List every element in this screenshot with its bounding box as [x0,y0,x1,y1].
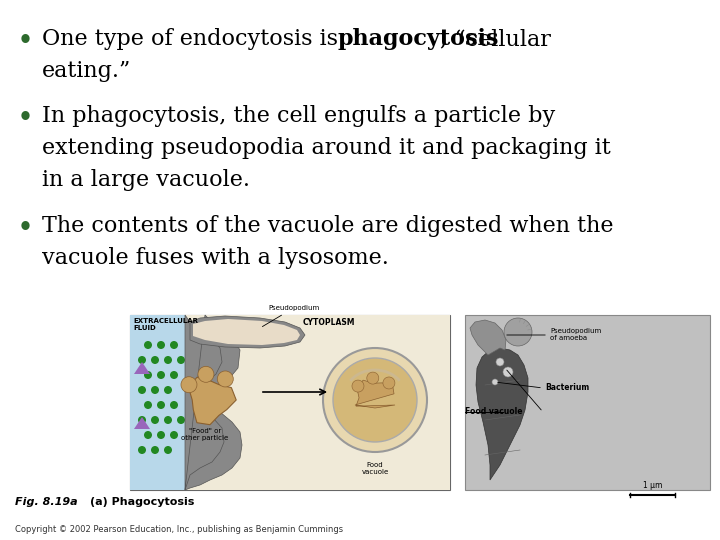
Circle shape [157,431,165,439]
Text: (a) Phagocytosis: (a) Phagocytosis [90,497,194,507]
Polygon shape [355,380,395,408]
Circle shape [333,358,417,442]
Text: Copyright © 2002 Pearson Education, Inc., publishing as Benjamin Cummings: Copyright © 2002 Pearson Education, Inc.… [15,525,343,534]
Text: Food
vacuole: Food vacuole [361,462,389,475]
Circle shape [144,371,152,379]
Polygon shape [185,315,242,490]
Circle shape [151,416,159,424]
Circle shape [217,371,233,387]
Text: extending pseudopodia around it and packaging it: extending pseudopodia around it and pack… [42,137,611,159]
Circle shape [151,386,159,394]
Circle shape [164,386,172,394]
Text: EXTRACELLULAR
FLUID: EXTRACELLULAR FLUID [133,318,198,331]
Circle shape [177,356,185,364]
Circle shape [383,377,395,389]
Text: The contents of the vacuole are digested when the: The contents of the vacuole are digested… [42,215,613,237]
Text: One type of endocytosis is ​phagocytosis: One type of endocytosis is ​phagocytosis [42,28,536,50]
Circle shape [164,356,172,364]
Circle shape [157,371,165,379]
Text: •: • [18,28,33,52]
Circle shape [177,416,185,424]
Circle shape [366,372,379,384]
Circle shape [144,401,152,409]
Circle shape [170,341,178,349]
Circle shape [170,431,178,439]
Text: "Food" or
other particle: "Food" or other particle [181,428,229,441]
Circle shape [492,379,498,385]
Text: eating.”: eating.” [42,60,131,82]
Text: In phagocytosis, the cell engulfs a particle by: In phagocytosis, the cell engulfs a part… [42,105,555,127]
Text: phagocytosis: phagocytosis [337,28,498,50]
Circle shape [352,380,364,392]
Circle shape [164,446,172,454]
Polygon shape [476,348,528,480]
Circle shape [170,401,178,409]
Text: •: • [18,105,33,129]
Polygon shape [193,319,300,345]
Circle shape [138,386,146,394]
Text: Fig. 8.19a: Fig. 8.19a [15,497,78,507]
Circle shape [496,358,504,366]
Circle shape [504,318,532,346]
Circle shape [138,416,146,424]
Polygon shape [470,320,506,355]
Polygon shape [185,315,450,490]
Circle shape [157,401,165,409]
Circle shape [170,371,178,379]
Text: in a large vacuole.: in a large vacuole. [42,169,250,191]
Circle shape [503,367,513,377]
Circle shape [164,416,172,424]
Circle shape [144,341,152,349]
Circle shape [144,431,152,439]
Circle shape [151,356,159,364]
Text: Bacterium: Bacterium [545,383,589,393]
Polygon shape [134,362,150,374]
Circle shape [181,377,197,393]
Text: 1 μm: 1 μm [643,481,662,490]
Text: Food vacuole: Food vacuole [465,408,523,416]
Text: One type of endocytosis is: One type of endocytosis is [42,28,345,50]
Text: CYTOPLASM: CYTOPLASM [302,318,355,327]
Circle shape [138,446,146,454]
Circle shape [323,348,427,452]
Text: •: • [18,215,33,239]
Polygon shape [130,315,224,490]
Circle shape [151,446,159,454]
Text: vacuole fuses with a lysosome.: vacuole fuses with a lysosome. [42,247,389,269]
Circle shape [138,356,146,364]
Polygon shape [134,417,150,429]
Text: Pseudopodium: Pseudopodium [262,305,319,327]
Bar [130,315,450,490]
Polygon shape [190,316,305,348]
Circle shape [157,341,165,349]
Circle shape [198,366,214,382]
Bar [130,315,210,490]
Polygon shape [189,377,236,424]
Text: Pseudopodium
of amoeba: Pseudopodium of amoeba [550,328,601,341]
Text: , “cellular: , “cellular [440,28,551,50]
Bar [465,315,710,490]
